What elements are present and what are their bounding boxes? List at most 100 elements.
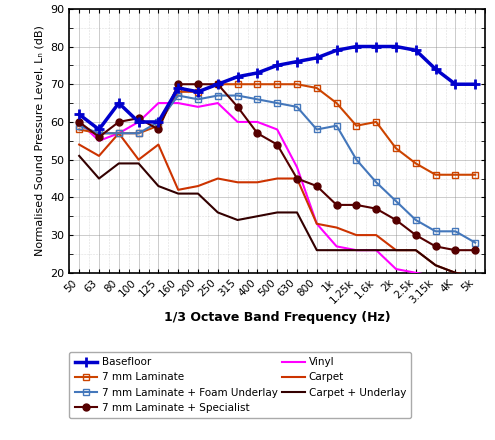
Basefloor xyxy=(155,119,161,125)
Vinyl xyxy=(136,119,142,125)
7 mm Laminate + Specialist xyxy=(433,244,439,249)
Basefloor xyxy=(274,63,280,68)
Basefloor xyxy=(76,112,82,117)
Carpet + Underlay xyxy=(314,248,320,253)
Vinyl xyxy=(472,274,478,279)
Vinyl xyxy=(155,100,161,106)
Carpet + Underlay xyxy=(215,210,221,215)
Carpet + Underlay xyxy=(274,210,280,215)
Carpet xyxy=(452,270,458,275)
7 mm Laminate + Foam Underlay xyxy=(215,93,221,98)
Vinyl xyxy=(76,119,82,125)
7 mm Laminate + Foam Underlay xyxy=(393,198,399,204)
Line: Basefloor: Basefloor xyxy=(74,42,480,134)
7 mm Laminate + Foam Underlay xyxy=(96,131,102,136)
Vinyl xyxy=(334,244,340,249)
Vinyl xyxy=(274,127,280,132)
Carpet + Underlay xyxy=(235,217,241,223)
Basefloor xyxy=(334,48,340,53)
Carpet xyxy=(294,176,300,181)
Carpet + Underlay xyxy=(136,161,142,166)
Vinyl xyxy=(413,270,419,275)
Basefloor xyxy=(413,48,419,53)
Vinyl xyxy=(175,100,181,106)
7 mm Laminate + Foam Underlay xyxy=(472,240,478,245)
Basefloor xyxy=(96,127,102,132)
7 mm Laminate + Specialist xyxy=(472,248,478,253)
7 mm Laminate + Specialist xyxy=(314,183,320,189)
Carpet + Underlay xyxy=(452,270,458,275)
Carpet xyxy=(76,142,82,147)
7 mm Laminate + Specialist xyxy=(294,176,300,181)
7 mm Laminate xyxy=(472,172,478,177)
Carpet xyxy=(314,221,320,227)
7 mm Laminate + Foam Underlay xyxy=(136,131,142,136)
Basefloor xyxy=(472,81,478,87)
7 mm Laminate + Foam Underlay xyxy=(314,127,320,132)
Carpet + Underlay xyxy=(294,210,300,215)
7 mm Laminate xyxy=(452,172,458,177)
Vinyl xyxy=(393,266,399,271)
7 mm Laminate + Specialist xyxy=(373,206,379,211)
Vinyl xyxy=(314,221,320,227)
Carpet + Underlay xyxy=(334,248,340,253)
Carpet + Underlay xyxy=(175,191,181,196)
7 mm Laminate + Foam Underlay xyxy=(433,229,439,234)
7 mm Laminate + Specialist xyxy=(175,81,181,87)
7 mm Laminate xyxy=(215,81,221,87)
Carpet + Underlay xyxy=(353,248,359,253)
Line: 7 mm Laminate + Specialist: 7 mm Laminate + Specialist xyxy=(76,81,479,253)
Carpet xyxy=(472,274,478,279)
Vinyl xyxy=(254,119,260,125)
Carpet xyxy=(393,248,399,253)
Carpet + Underlay xyxy=(96,176,102,181)
7 mm Laminate + Specialist xyxy=(413,232,419,238)
Carpet + Underlay xyxy=(373,248,379,253)
7 mm Laminate xyxy=(96,131,102,136)
7 mm Laminate xyxy=(254,81,260,87)
Vinyl xyxy=(353,248,359,253)
7 mm Laminate + Foam Underlay xyxy=(353,157,359,162)
Basefloor xyxy=(314,55,320,60)
Carpet xyxy=(195,183,201,189)
7 mm Laminate xyxy=(136,131,142,136)
Vinyl xyxy=(373,248,379,253)
7 mm Laminate xyxy=(116,131,122,136)
Line: Carpet: Carpet xyxy=(79,133,475,277)
7 mm Laminate + Specialist xyxy=(116,119,122,125)
Basefloor xyxy=(235,74,241,79)
Carpet xyxy=(136,157,142,162)
Carpet xyxy=(175,187,181,192)
7 mm Laminate xyxy=(76,127,82,132)
Carpet + Underlay xyxy=(393,248,399,253)
Carpet + Underlay xyxy=(116,161,122,166)
7 mm Laminate + Specialist xyxy=(76,119,82,125)
Carpet xyxy=(215,176,221,181)
7 mm Laminate xyxy=(274,81,280,87)
7 mm Laminate + Specialist xyxy=(96,134,102,139)
7 mm Laminate + Foam Underlay xyxy=(254,97,260,102)
Line: 7 mm Laminate + Foam Underlay: 7 mm Laminate + Foam Underlay xyxy=(76,92,479,246)
Basefloor xyxy=(136,119,142,125)
7 mm Laminate + Specialist xyxy=(136,116,142,121)
Carpet xyxy=(413,248,419,253)
7 mm Laminate + Specialist xyxy=(353,202,359,208)
Carpet xyxy=(353,232,359,238)
7 mm Laminate + Specialist xyxy=(452,248,458,253)
Carpet + Underlay xyxy=(76,153,82,158)
7 mm Laminate + Foam Underlay xyxy=(413,217,419,223)
Basefloor xyxy=(294,59,300,64)
Vinyl xyxy=(96,138,102,143)
7 mm Laminate xyxy=(373,119,379,125)
7 mm Laminate xyxy=(353,123,359,128)
Carpet + Underlay xyxy=(195,191,201,196)
7 mm Laminate xyxy=(393,146,399,151)
Carpet xyxy=(373,232,379,238)
Vinyl xyxy=(433,274,439,279)
Basefloor xyxy=(393,44,399,49)
7 mm Laminate + Foam Underlay xyxy=(155,119,161,125)
Vinyl xyxy=(235,119,241,125)
Vinyl xyxy=(452,274,458,279)
7 mm Laminate + Specialist xyxy=(334,202,340,208)
Carpet xyxy=(155,142,161,147)
